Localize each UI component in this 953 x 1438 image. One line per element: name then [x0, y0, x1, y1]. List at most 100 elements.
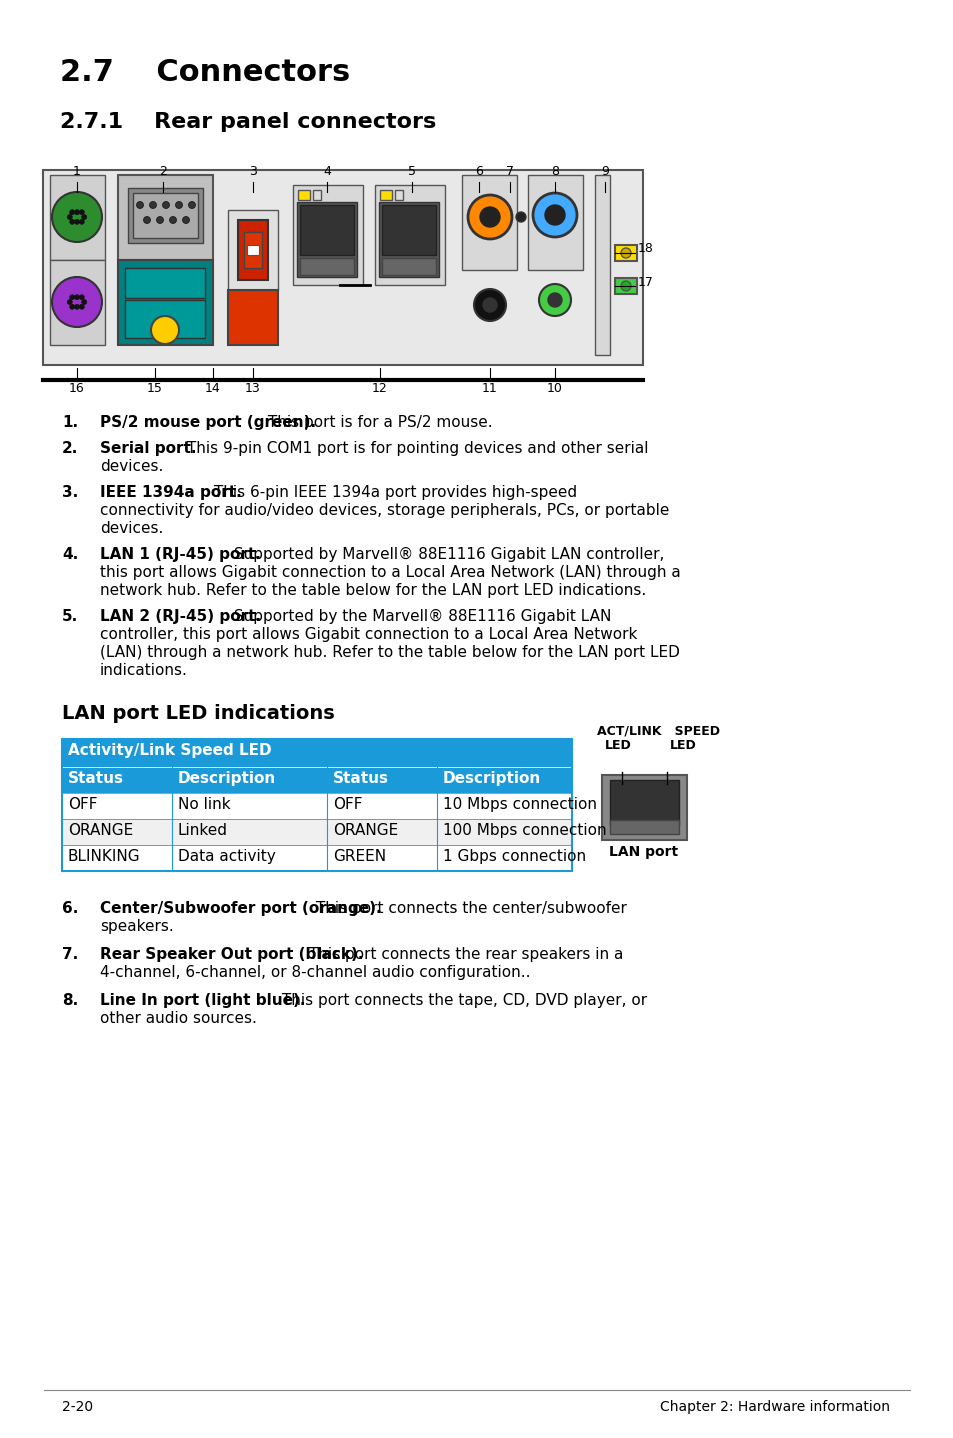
Bar — [296, 201, 356, 278]
Text: 2: 2 — [159, 165, 167, 178]
Text: BLINKING: BLINKING — [68, 848, 140, 864]
Bar — [375, 186, 444, 285]
Text: 12: 12 — [372, 383, 388, 395]
Circle shape — [175, 201, 182, 209]
Text: ACT/LINK   SPEED: ACT/LINK SPEED — [597, 723, 720, 738]
Bar — [381, 206, 436, 255]
Bar — [125, 301, 205, 338]
Text: Center/Subwoofer port (orange).: Center/Subwoofer port (orange). — [100, 902, 381, 916]
Bar — [244, 232, 262, 267]
Circle shape — [156, 217, 163, 223]
Text: 7.: 7. — [62, 948, 78, 962]
Text: 14: 14 — [205, 383, 221, 395]
Bar — [125, 267, 205, 298]
Text: ORANGE: ORANGE — [68, 823, 133, 838]
Circle shape — [82, 214, 87, 220]
Bar — [132, 193, 198, 239]
Text: Serial port.: Serial port. — [100, 441, 196, 456]
Text: other audio sources.: other audio sources. — [100, 1011, 256, 1025]
Circle shape — [533, 193, 577, 237]
Text: 11: 11 — [481, 383, 497, 395]
Text: 13: 13 — [245, 383, 260, 395]
Circle shape — [68, 214, 72, 220]
Bar — [62, 739, 572, 871]
Circle shape — [468, 196, 512, 239]
Circle shape — [74, 210, 79, 214]
Circle shape — [74, 220, 79, 224]
Text: LED: LED — [669, 739, 696, 752]
Circle shape — [82, 299, 87, 305]
Text: LAN port LED indications: LAN port LED indications — [62, 705, 335, 723]
Bar — [299, 206, 354, 255]
Circle shape — [151, 316, 179, 344]
Text: This port connects the rear speakers in a: This port connects the rear speakers in … — [304, 948, 622, 962]
Text: OFF: OFF — [333, 797, 362, 812]
Bar — [237, 220, 268, 280]
Circle shape — [74, 295, 79, 299]
Bar — [527, 175, 582, 270]
Text: 10 Mbps connection: 10 Mbps connection — [442, 797, 597, 812]
Text: LAN port: LAN port — [609, 846, 678, 858]
Text: indications.: indications. — [100, 663, 188, 677]
Text: speakers.: speakers. — [100, 919, 173, 935]
Text: 9: 9 — [600, 165, 608, 178]
Text: 18: 18 — [638, 242, 653, 255]
Text: 8: 8 — [551, 165, 558, 178]
Text: IEEE 1394a port.: IEEE 1394a port. — [100, 485, 241, 500]
Text: 3.: 3. — [62, 485, 78, 500]
Text: Supported by the Marvell® 88E1116 Gigabit LAN: Supported by the Marvell® 88E1116 Gigabi… — [229, 610, 611, 624]
Text: Activity/Link Speed LED: Activity/Link Speed LED — [68, 743, 272, 758]
Bar — [228, 210, 277, 290]
Text: 2-20: 2-20 — [62, 1401, 93, 1414]
Text: 100 Mbps connection: 100 Mbps connection — [442, 823, 606, 838]
Text: 2.7    Connectors: 2.7 Connectors — [60, 58, 350, 88]
Text: Status: Status — [68, 771, 124, 787]
Circle shape — [170, 217, 176, 223]
Text: Description: Description — [442, 771, 540, 787]
Bar — [128, 188, 203, 243]
Circle shape — [516, 211, 525, 221]
Text: 16: 16 — [69, 383, 85, 395]
Text: 1: 1 — [73, 165, 81, 178]
Text: 5.: 5. — [62, 610, 78, 624]
Bar — [381, 257, 436, 275]
Text: This 9-pin COM1 port is for pointing devices and other serial: This 9-pin COM1 port is for pointing dev… — [181, 441, 647, 456]
Text: 4.: 4. — [62, 546, 78, 562]
Circle shape — [474, 289, 505, 321]
Bar — [293, 186, 363, 285]
Bar — [297, 190, 310, 200]
Bar — [118, 175, 213, 260]
Circle shape — [538, 283, 571, 316]
Text: network hub. Refer to the table below for the LAN port LED indications.: network hub. Refer to the table below fo… — [100, 582, 645, 598]
Text: LAN 1 (RJ-45) port.: LAN 1 (RJ-45) port. — [100, 546, 260, 562]
Circle shape — [479, 207, 499, 227]
Text: This port connects the center/subwoofer: This port connects the center/subwoofer — [311, 902, 626, 916]
Text: OFF: OFF — [68, 797, 97, 812]
Bar — [615, 244, 637, 262]
Circle shape — [189, 201, 195, 209]
Bar — [62, 792, 572, 820]
Text: connectivity for audio/video devices, storage peripherals, PCs, or portable: connectivity for audio/video devices, st… — [100, 503, 669, 518]
Text: 5: 5 — [408, 165, 416, 178]
Circle shape — [68, 299, 72, 305]
Text: 2.: 2. — [62, 441, 78, 456]
Text: 7: 7 — [505, 165, 514, 178]
Bar — [395, 190, 402, 200]
Circle shape — [70, 210, 74, 214]
Text: Description: Description — [178, 771, 276, 787]
Circle shape — [620, 280, 630, 290]
Bar — [62, 820, 572, 846]
Text: LAN 2 (RJ-45) port.: LAN 2 (RJ-45) port. — [100, 610, 261, 624]
Text: Linked: Linked — [178, 823, 228, 838]
Bar — [313, 190, 320, 200]
Text: (LAN) through a network hub. Refer to the table below for the LAN port LED: (LAN) through a network hub. Refer to th… — [100, 646, 679, 660]
Text: 3: 3 — [249, 165, 256, 178]
Text: 1 Gbps connection: 1 Gbps connection — [442, 848, 585, 864]
Text: 1.: 1. — [62, 416, 78, 430]
Bar — [50, 175, 105, 260]
Bar — [379, 190, 392, 200]
Circle shape — [620, 247, 630, 257]
Text: 4: 4 — [323, 165, 331, 178]
Circle shape — [547, 293, 561, 306]
Circle shape — [70, 305, 74, 309]
